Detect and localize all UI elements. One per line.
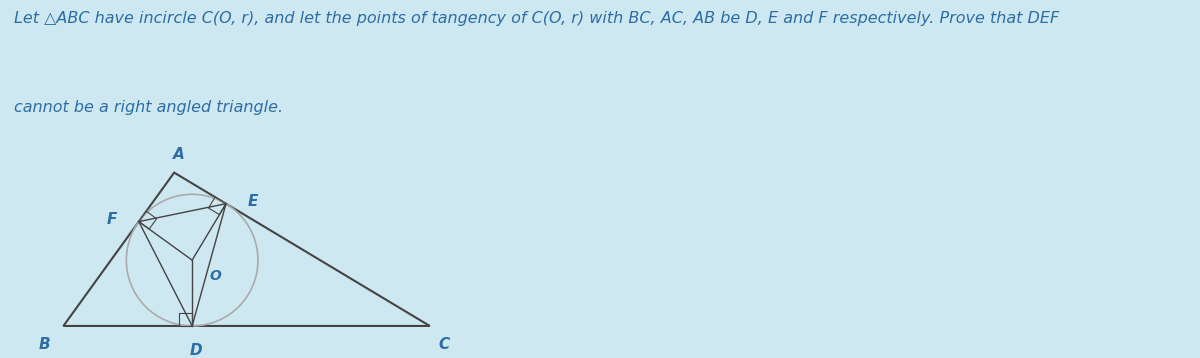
Text: O: O	[209, 268, 221, 283]
Text: B: B	[40, 337, 50, 352]
Text: Let △ABC have incircle C(O, r), and let the points of tangency of C(O, r) with B: Let △ABC have incircle C(O, r), and let …	[14, 11, 1060, 26]
Text: cannot be a right angled triangle.: cannot be a right angled triangle.	[14, 100, 283, 115]
Text: F: F	[107, 212, 118, 227]
Text: C: C	[438, 337, 450, 352]
Text: A: A	[173, 147, 185, 162]
Text: E: E	[247, 194, 258, 209]
Text: D: D	[190, 343, 203, 358]
